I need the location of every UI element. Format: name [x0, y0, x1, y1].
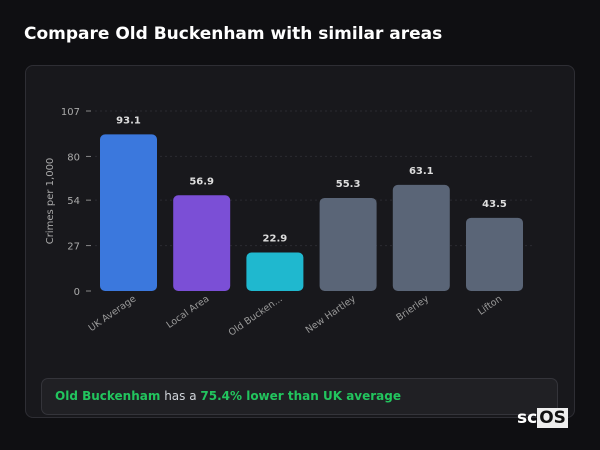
scos-logo: sc OS: [517, 408, 568, 428]
x-tick-label: UK Average: [87, 293, 139, 334]
y-tick-label: 107: [61, 107, 80, 118]
x-tick-label: Brierley: [394, 293, 431, 323]
data-label: 55.3: [336, 179, 361, 190]
bar: [100, 134, 157, 291]
data-label: 93.1: [116, 115, 141, 126]
bar: [319, 197, 377, 291]
data-label: 43.5: [482, 199, 507, 210]
bar: [392, 184, 450, 291]
y-tick-label: 80: [67, 152, 80, 163]
data-label: 56.9: [189, 176, 214, 187]
y-tick-label: 0: [74, 287, 80, 298]
y-axis-label: Crimes per 1,000: [45, 158, 56, 245]
bar: [246, 252, 304, 291]
data-label: 22.9: [263, 233, 288, 244]
area-name: Old Buckenham: [55, 389, 161, 403]
page-title: Compare Old Buckenham with similar areas: [24, 24, 443, 44]
x-tick-label: Old Bucken...: [227, 293, 285, 338]
data-label: 63.1: [409, 166, 434, 177]
x-tick-label: New Hartley: [304, 293, 358, 336]
y-tick-label: 54: [67, 196, 80, 207]
bar: [173, 195, 231, 291]
bar: [466, 217, 523, 291]
summary-highlight: 75.4% lower than UK average: [200, 389, 401, 403]
x-tick-label: Lifton: [476, 293, 504, 317]
summary-text: has a: [160, 389, 201, 403]
y-tick-label: 27: [67, 242, 80, 253]
x-tick-label: Local Area: [165, 293, 212, 330]
summary-banner: Old Buckenham has a 75.4% lower than UK …: [41, 378, 558, 415]
